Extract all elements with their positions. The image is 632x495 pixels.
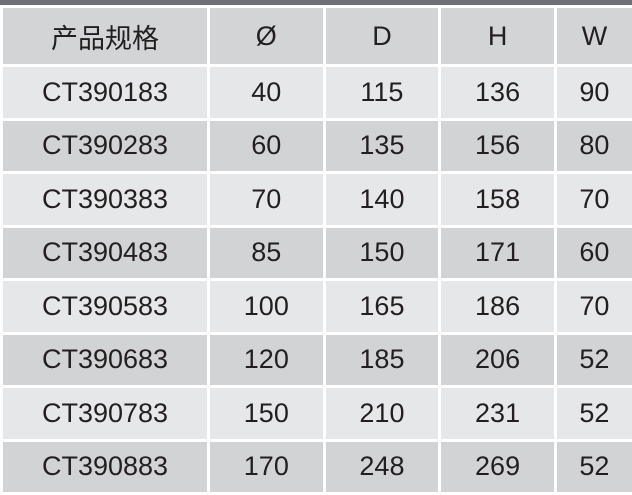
model-cell: CT390283 bbox=[3, 120, 207, 171]
value-cell: 70 bbox=[556, 281, 632, 332]
value-cell: 269 bbox=[441, 441, 554, 492]
table-row: CT390683 120 185 206 52 bbox=[3, 334, 632, 385]
header-row: 产品规格 Ø D H W bbox=[3, 8, 632, 64]
model-cell: CT390583 bbox=[3, 281, 207, 332]
model-cell: CT390483 bbox=[3, 227, 207, 278]
model-cell: CT390783 bbox=[3, 388, 207, 439]
value-cell: 150 bbox=[325, 227, 439, 278]
value-cell: 248 bbox=[325, 441, 439, 492]
value-cell: 136 bbox=[441, 67, 554, 118]
value-cell: 210 bbox=[325, 388, 439, 439]
model-cell: CT390183 bbox=[3, 67, 207, 118]
spec-table: 产品规格 Ø D H W CT390183 40 115 136 90 CT390283 60 135… bbox=[0, 5, 632, 495]
value-cell: 85 bbox=[210, 227, 323, 278]
value-cell: 100 bbox=[210, 281, 323, 332]
table-row: CT390583 100 165 186 70 bbox=[3, 281, 632, 332]
column-header: Ø bbox=[210, 8, 323, 64]
value-cell: 165 bbox=[325, 281, 439, 332]
value-cell: 170 bbox=[210, 441, 323, 492]
model-cell: CT390883 bbox=[3, 441, 207, 492]
value-cell: 40 bbox=[210, 67, 323, 118]
table-row: CT390183 40 115 136 90 bbox=[3, 67, 632, 118]
value-cell: 135 bbox=[325, 120, 439, 171]
value-cell: 140 bbox=[325, 174, 439, 225]
value-cell: 231 bbox=[441, 388, 554, 439]
table-row: CT390783 150 210 231 52 bbox=[3, 388, 632, 439]
value-cell: 52 bbox=[556, 388, 632, 439]
column-header: 产品规格 bbox=[3, 8, 207, 64]
value-cell: 115 bbox=[325, 67, 439, 118]
value-cell: 90 bbox=[556, 67, 632, 118]
value-cell: 52 bbox=[556, 334, 632, 385]
value-cell: 206 bbox=[441, 334, 554, 385]
value-cell: 186 bbox=[441, 281, 554, 332]
column-header: W bbox=[556, 8, 632, 64]
model-cell: CT390683 bbox=[3, 334, 207, 385]
column-header: H bbox=[441, 8, 554, 64]
value-cell: 70 bbox=[556, 174, 632, 225]
value-cell: 156 bbox=[441, 120, 554, 171]
top-bar bbox=[0, 0, 632, 5]
value-cell: 150 bbox=[210, 388, 323, 439]
column-header: D bbox=[325, 8, 439, 64]
value-cell: 158 bbox=[441, 174, 554, 225]
value-cell: 60 bbox=[556, 227, 632, 278]
value-cell: 70 bbox=[210, 174, 323, 225]
value-cell: 120 bbox=[210, 334, 323, 385]
value-cell: 60 bbox=[210, 120, 323, 171]
value-cell: 185 bbox=[325, 334, 439, 385]
table-row: CT390883 170 248 269 52 bbox=[3, 441, 632, 492]
table-row: CT390283 60 135 156 80 bbox=[3, 120, 632, 171]
value-cell: 80 bbox=[556, 120, 632, 171]
table-row: CT390483 85 150 171 60 bbox=[3, 227, 632, 278]
table-row: CT390383 70 140 158 70 bbox=[3, 174, 632, 225]
value-cell: 52 bbox=[556, 441, 632, 492]
value-cell: 171 bbox=[441, 227, 554, 278]
model-cell: CT390383 bbox=[3, 174, 207, 225]
